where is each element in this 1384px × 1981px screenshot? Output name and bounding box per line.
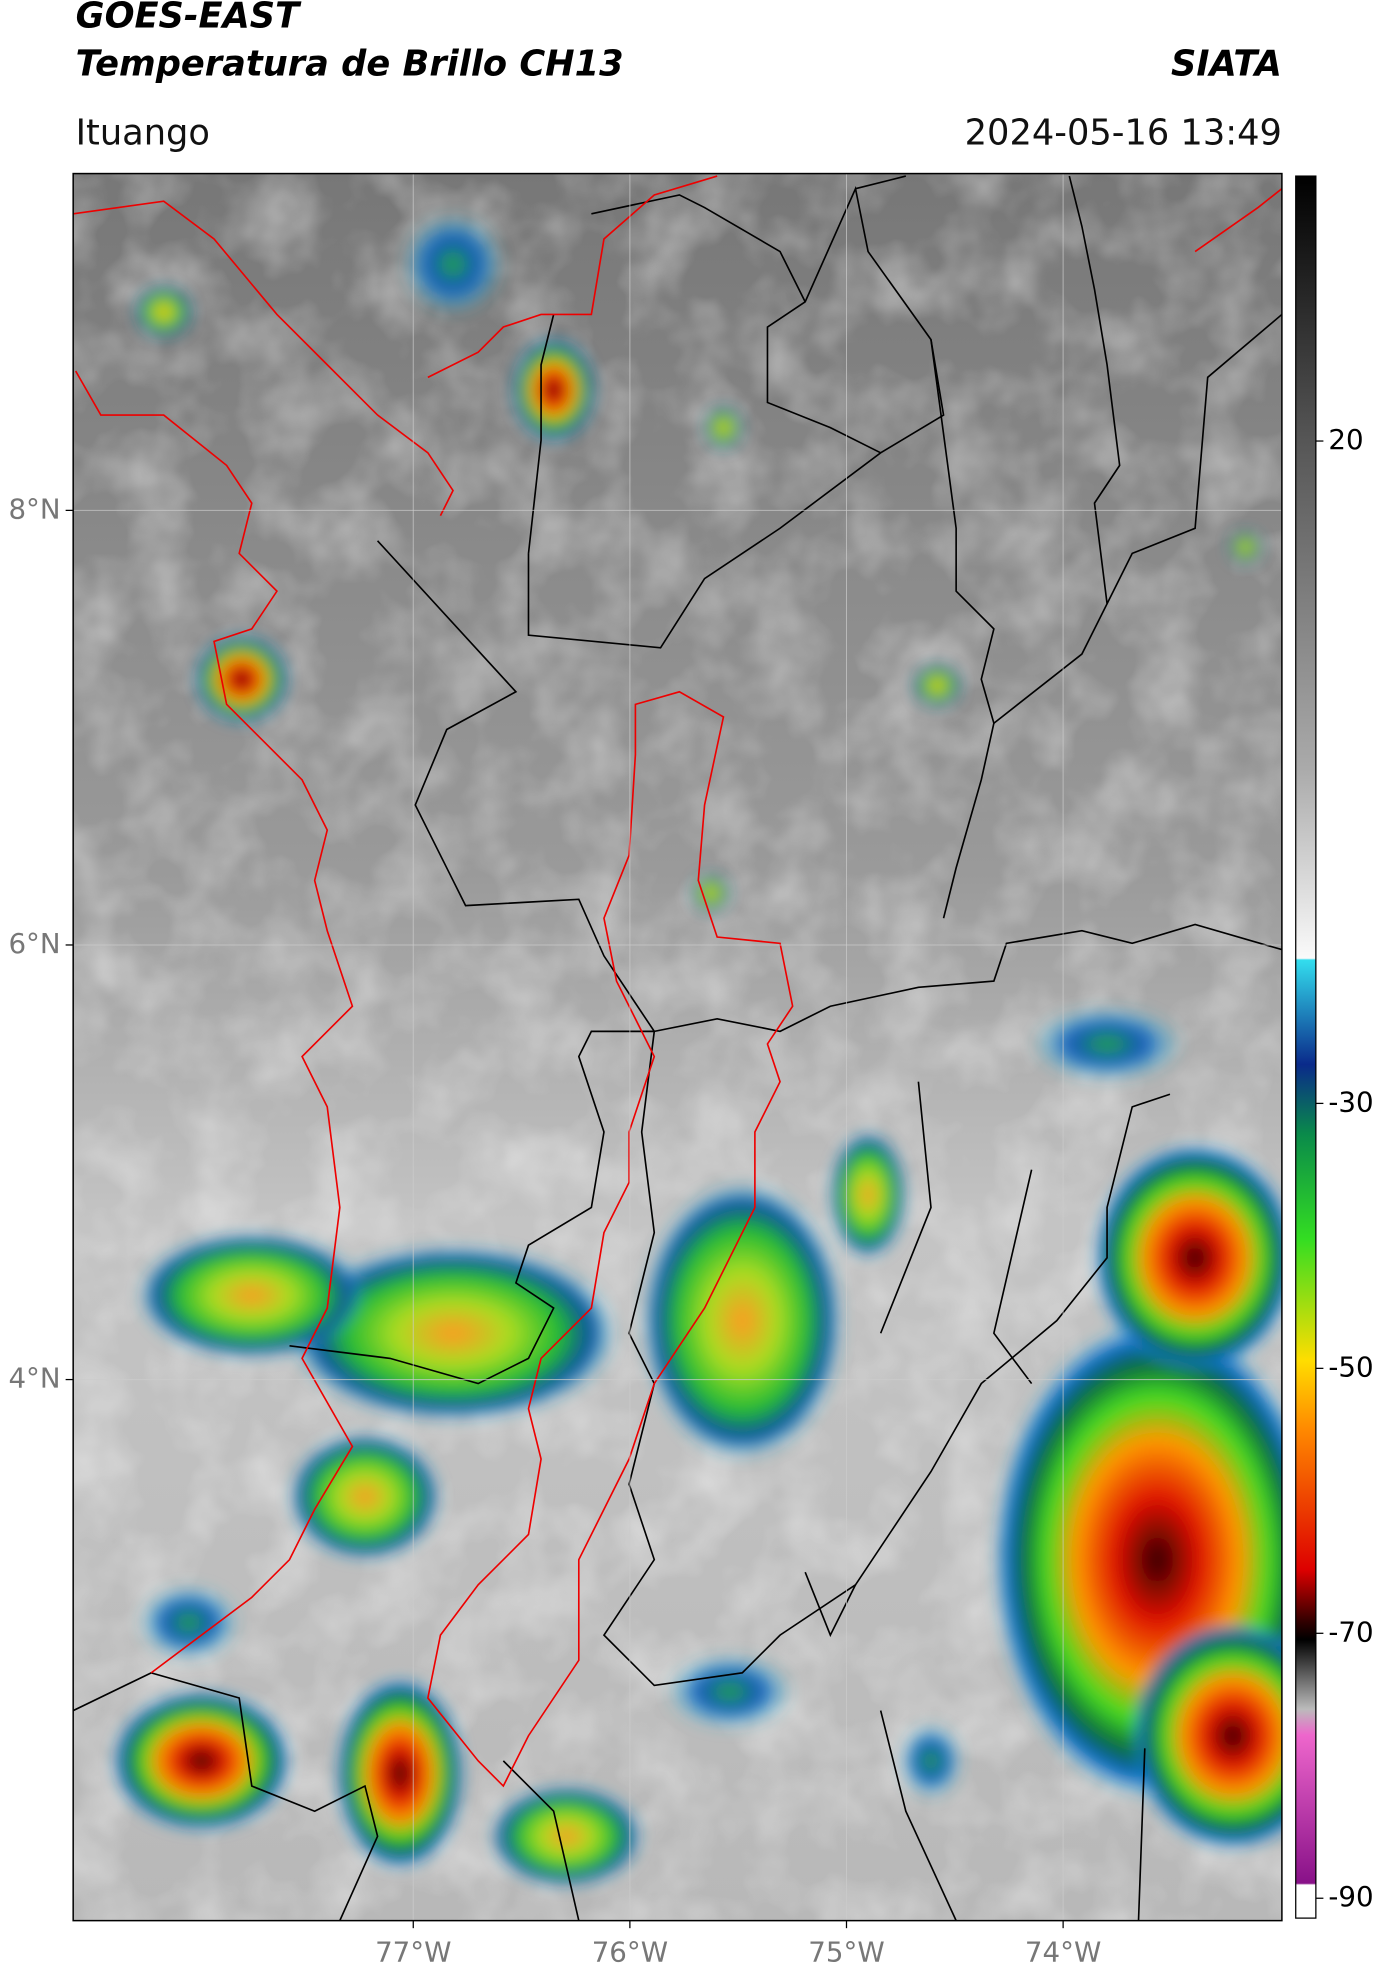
grid xyxy=(73,173,1282,1921)
colorbar-tick-label: 20 xyxy=(1328,423,1363,456)
title-line2: Temperatura de Brillo CH13 xyxy=(76,43,624,84)
x-tick-label: 74°W xyxy=(1025,1935,1101,1968)
colorbar xyxy=(1295,175,1317,1919)
colorbar-tick-label: -90 xyxy=(1328,1880,1373,1913)
colorbar-tick-label: -30 xyxy=(1328,1085,1373,1118)
x-tick-label: 76°W xyxy=(592,1935,668,1968)
timestamp: 2024-05-16 13:49 xyxy=(965,113,1282,154)
y-tick-label: 8°N xyxy=(8,492,60,525)
colorbar-tick-label: -70 xyxy=(1328,1615,1373,1648)
y-tick-label: 6°N xyxy=(8,927,60,960)
y-tick-label: 4°N xyxy=(8,1362,60,1395)
location: Ituango xyxy=(76,113,210,154)
title-line1: GOES-EAST xyxy=(76,0,302,37)
map-frame xyxy=(72,172,1283,1922)
x-tick-label: 75°W xyxy=(808,1935,884,1968)
x-tick-label: 77°W xyxy=(375,1935,451,1968)
colorbar-tick-label: -50 xyxy=(1328,1350,1373,1383)
satellite-image xyxy=(73,173,1282,1921)
organization: SIATA xyxy=(1171,43,1282,84)
